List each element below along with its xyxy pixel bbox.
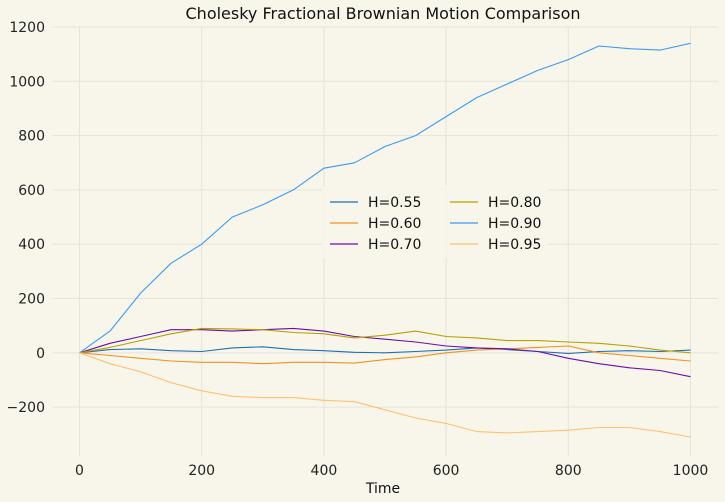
series-line-h-0-90 [79, 42, 691, 354]
series-line-h-0-55 [79, 346, 691, 354]
legend: H=0.55 H=0.60 H=0.70 H=0.80 H=0.90 H=0.95 [322, 186, 548, 258]
grid [52, 26, 718, 456]
y-tick-label: 200 [18, 292, 45, 308]
y-tick-label: 800 [18, 129, 45, 145]
x-tick-label: 200 [188, 463, 215, 479]
y-tick-label: −200 [7, 400, 45, 416]
legend-label: H=0.55 [368, 195, 421, 211]
legend-box [322, 186, 548, 258]
y-tick-label: 400 [18, 237, 45, 253]
x-tick-label: 600 [433, 463, 460, 479]
series-line-h-0-70 [79, 327, 691, 378]
y-tick-label: 1000 [9, 74, 45, 90]
x-axis-label: Time [365, 481, 400, 497]
tick-labels: 0 200 400 600 800 1000 −200 0 200 400 600 800 1000 12… [7, 20, 709, 479]
series-line-h-0-60 [79, 345, 691, 365]
y-tick-label: 0 [36, 346, 45, 362]
legend-label: H=0.70 [368, 237, 421, 253]
y-tick-label: 1200 [9, 20, 45, 36]
x-tick-label: 400 [311, 463, 338, 479]
series-line-h-0-80 [79, 327, 691, 354]
y-tick-label: 600 [18, 183, 45, 199]
legend-label: H=0.90 [488, 216, 541, 232]
series-lines [79, 42, 691, 438]
x-tick-label: 800 [555, 463, 582, 479]
legend-label: H=0.60 [368, 216, 421, 232]
chart-title: Cholesky Fractional Brownian Motion Comp… [186, 4, 581, 23]
legend-label: H=0.80 [488, 195, 541, 211]
x-tick-label: 0 [75, 463, 84, 479]
legend-label: H=0.95 [488, 237, 541, 253]
x-tick-label: 1000 [673, 463, 709, 479]
series-line-h-0-95 [79, 352, 691, 438]
